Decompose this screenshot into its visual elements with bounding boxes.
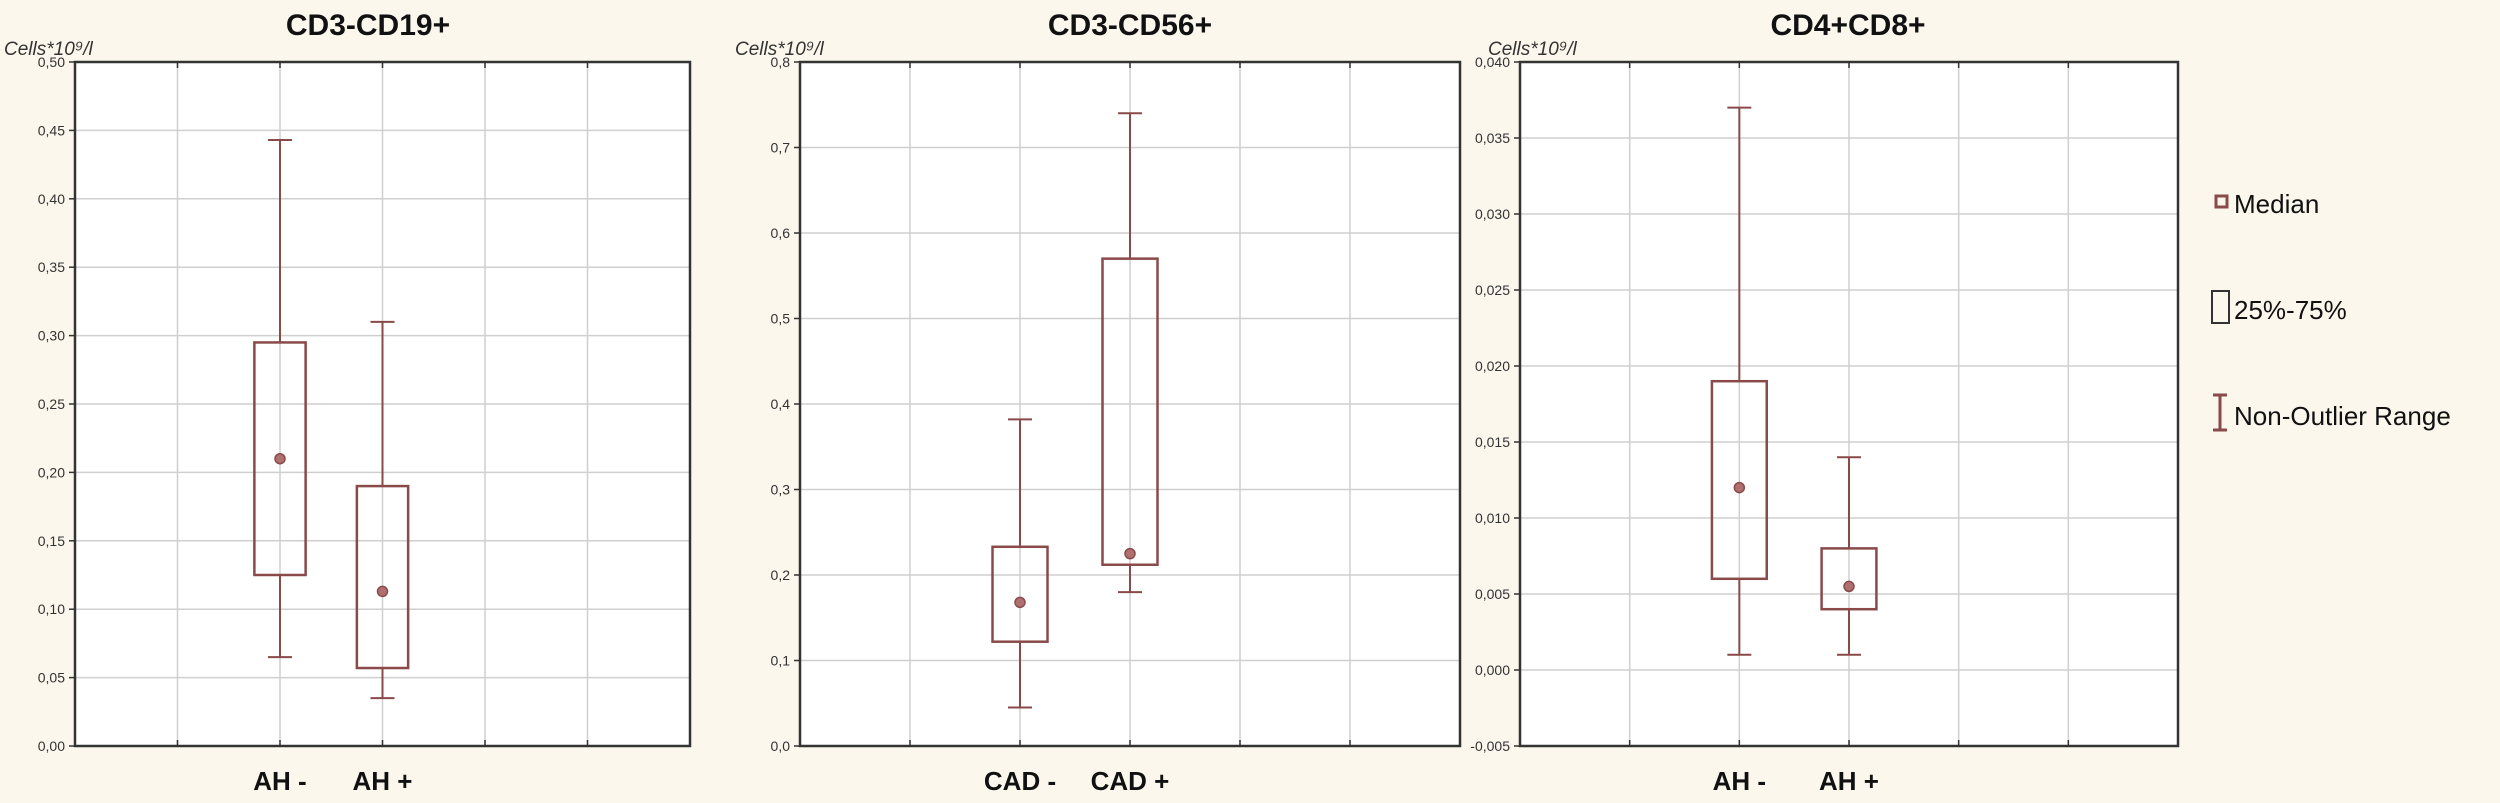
y-tick-label: 0,000 [1475, 662, 1510, 678]
chart-title-2: CD3-CD56+ [1048, 9, 1212, 42]
y-tick-label: 0,15 [38, 533, 65, 549]
iqr-box [355, 484, 410, 670]
y-tick-label: 0,00 [38, 738, 65, 754]
box-1 [253, 138, 307, 659]
y-tick-label: 0,1 [771, 653, 791, 669]
y-tick-label: 0,8 [771, 54, 791, 70]
legend-label-box: 25%-75% [2234, 295, 2347, 325]
y-tick-label: 0,010 [1475, 510, 1510, 526]
iqr-box [253, 341, 307, 577]
y-tick-label: 0,6 [771, 225, 791, 241]
y-tick-label: 0,25 [38, 396, 65, 412]
y-tick-label: 0,030 [1475, 206, 1510, 222]
iqr-box [1710, 379, 1768, 581]
box-icon [2211, 290, 2230, 324]
y-unit-label-1: Cells*10⁹/l [4, 39, 94, 60]
plot-frame [1518, 60, 2180, 748]
plot-panel-1: 0,00 0,05 0,10 0,15 0,20 0,25 0,30 0,35 0,40 0,45… [38, 54, 692, 796]
plot-frame [73, 60, 692, 748]
category-label: CAD + [1091, 766, 1170, 796]
category-label: AH - [1713, 766, 1766, 796]
y-tick-label: -0,005 [1470, 738, 1510, 754]
y-tick-label: 0,005 [1475, 586, 1510, 602]
median-marker [1014, 596, 1026, 609]
y-tick-label: 0,025 [1475, 282, 1510, 298]
y-tick-label: 0,0 [771, 738, 791, 754]
y-tick-label: 0,10 [38, 601, 65, 617]
y-unit-label-3: Cells*10⁹/l [1488, 39, 1578, 60]
median-marker [1843, 580, 1855, 593]
category-label: AH - [253, 766, 306, 796]
y-unit-label-2: Cells*10⁹/l [735, 39, 825, 60]
box-2 [1101, 112, 1159, 594]
plot-panel-3: -0,005 0,000 0,005 0,010 0,015 0,020 0,025 0,03… [1470, 54, 2180, 796]
y-tick-label: 0,2 [771, 567, 791, 583]
chart-title-3: CD4+CD8+ [1770, 9, 1925, 42]
box-1 [991, 418, 1049, 709]
iqr-box [1820, 547, 1878, 611]
y-tick-label: 0,040 [1475, 54, 1510, 70]
iqr-box [991, 545, 1049, 643]
y-tick-label: 0,05 [38, 670, 65, 686]
plot-frame [798, 60, 1462, 748]
y-tick-label: 0,45 [38, 122, 65, 138]
category-label: AH + [1819, 766, 1879, 796]
iqr-box [1101, 257, 1159, 566]
legend-label-range: Non-Outlier Range [2234, 401, 2451, 431]
box-2 [1820, 456, 1878, 656]
y-tick-label: 0,035 [1475, 130, 1510, 146]
y-tick-label: 0,4 [771, 396, 791, 412]
y-tick-label: 0,3 [771, 482, 791, 498]
plot-panel-2: 0,0 0,1 0,2 0,3 0,4 0,5 0,6 0,7 0,8 CAD - CAD + [771, 54, 1462, 796]
y-tick-label: 0,20 [38, 464, 65, 480]
whisker-icon [2213, 393, 2227, 432]
box-1 [1710, 106, 1768, 656]
y-tick-label: 0,5 [771, 311, 791, 327]
category-label: AH + [353, 766, 413, 796]
median-marker-icon [2214, 194, 2229, 209]
category-label: CAD - [984, 766, 1056, 796]
y-tick-label: 0,40 [38, 191, 65, 207]
median-marker [1733, 481, 1746, 494]
y-tick-label: 0,30 [38, 328, 65, 344]
y-tick-label: 0,015 [1475, 434, 1510, 450]
chart-title-1: CD3-CD19+ [286, 9, 450, 42]
y-tick-label: 0,50 [38, 54, 65, 70]
median-marker [1124, 547, 1136, 560]
y-tick-label: 0,35 [38, 259, 65, 275]
legend-label-median: Median [2234, 189, 2319, 219]
legend: Median 25%-75% Non-Outlier Range [2211, 189, 2451, 432]
median-marker [376, 585, 389, 598]
y-tick-label: 0,020 [1475, 358, 1510, 374]
box-2 [355, 320, 410, 700]
median-marker [274, 452, 286, 465]
y-tick-label: 0,7 [771, 140, 791, 156]
